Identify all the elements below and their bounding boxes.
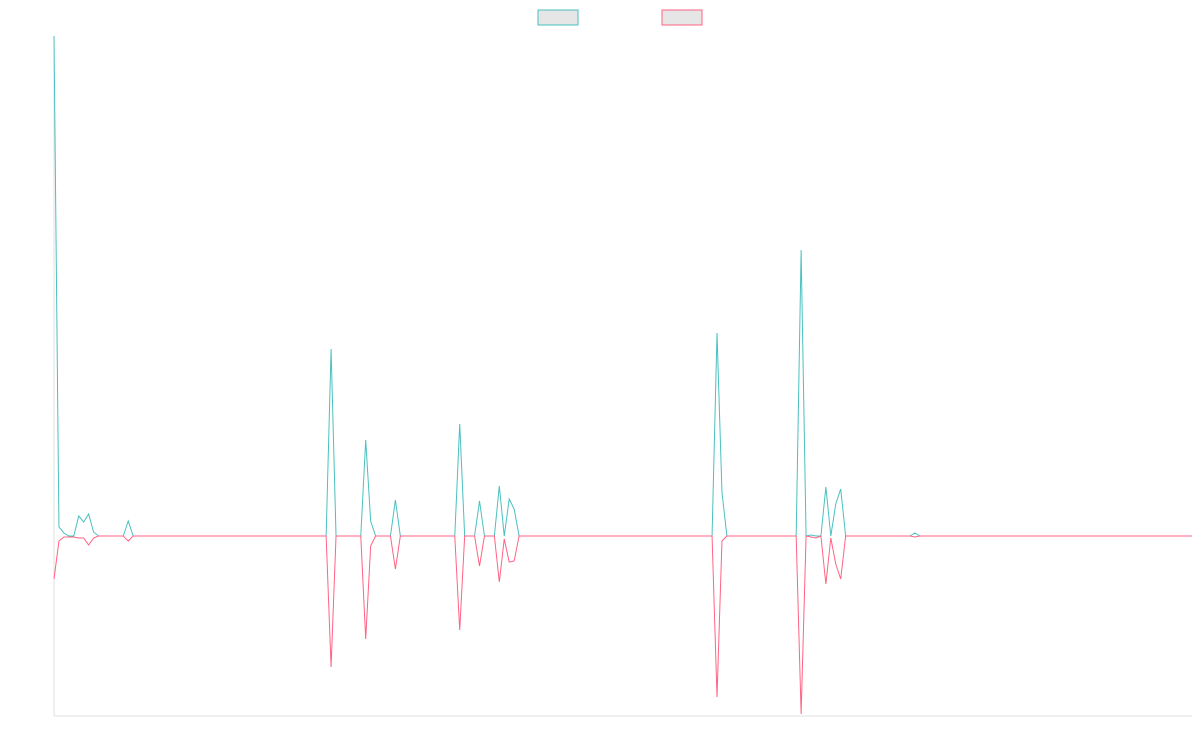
legend-swatch [537,9,579,26]
series-line [53,35,1192,537]
legend-swatch [661,9,703,26]
series-line [53,535,1192,715]
